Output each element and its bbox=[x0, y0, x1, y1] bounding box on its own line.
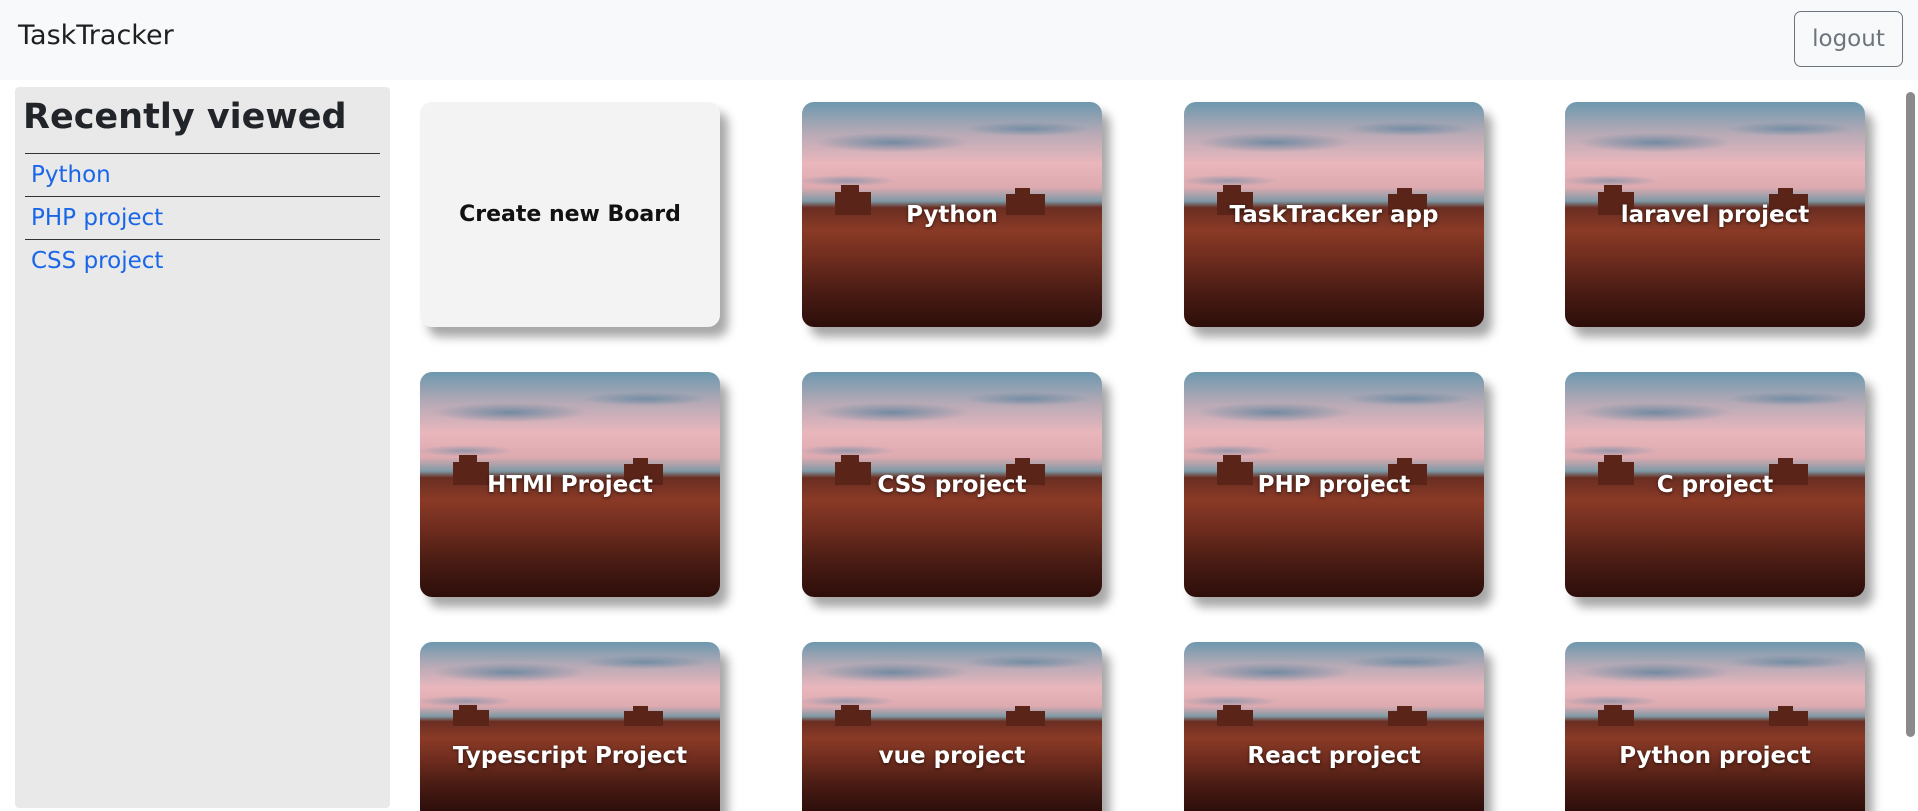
butte-shape bbox=[835, 709, 871, 727]
butte-shape bbox=[1015, 457, 1030, 467]
scrollbar-thumb[interactable] bbox=[1906, 92, 1915, 737]
board-card-typescript-project[interactable]: Typescript Project bbox=[420, 642, 720, 811]
butte-shape bbox=[1598, 709, 1634, 727]
butte-shape bbox=[1604, 455, 1622, 465]
butte-shape bbox=[453, 709, 489, 727]
butte-shape bbox=[1604, 704, 1622, 712]
butte-shape bbox=[1604, 185, 1622, 195]
board-card-tasktracker-app[interactable]: TaskTracker app bbox=[1184, 102, 1484, 327]
butte-shape bbox=[624, 711, 663, 727]
butte-shape bbox=[835, 462, 871, 485]
recent-item-python[interactable]: Python bbox=[25, 154, 380, 197]
butte-shape bbox=[459, 704, 477, 712]
board-card-laravel-project[interactable]: laravel project bbox=[1565, 102, 1865, 327]
butte-shape bbox=[841, 185, 859, 195]
butte-shape bbox=[835, 192, 871, 215]
board-card-python[interactable]: Python bbox=[802, 102, 1102, 327]
board-card-label: vue project bbox=[878, 742, 1026, 769]
app-title[interactable]: TaskTracker bbox=[18, 20, 174, 51]
board-card-react-project[interactable]: React project bbox=[1184, 642, 1484, 811]
butte-shape bbox=[624, 464, 663, 485]
butte-shape bbox=[1015, 187, 1030, 197]
recently-viewed-list: Python PHP project CSS project bbox=[25, 153, 380, 283]
board-card-label: Python project bbox=[1619, 742, 1811, 769]
butte-shape bbox=[1223, 704, 1241, 712]
butte-shape bbox=[1388, 194, 1427, 215]
board-card-label: CSS project bbox=[877, 471, 1027, 498]
board-card-label: C project bbox=[1656, 471, 1774, 498]
butte-shape bbox=[1388, 711, 1427, 727]
butte-shape bbox=[1223, 185, 1241, 195]
board-card-label: TaskTracker app bbox=[1229, 201, 1439, 228]
butte-shape bbox=[1006, 464, 1045, 485]
recent-item-php-project[interactable]: PHP project bbox=[25, 197, 380, 240]
butte-shape bbox=[1217, 192, 1253, 215]
create-board-label: Create new Board bbox=[459, 202, 681, 227]
butte-shape bbox=[841, 455, 859, 465]
butte-shape bbox=[1217, 709, 1253, 727]
butte-shape bbox=[1769, 194, 1808, 215]
butte-shape bbox=[1006, 194, 1045, 215]
butte-shape bbox=[1778, 706, 1793, 713]
butte-shape bbox=[1015, 706, 1030, 713]
board-card-html-project[interactable]: HTMl Project bbox=[420, 372, 720, 597]
board-card-label: React project bbox=[1247, 742, 1421, 769]
board-card-c-project[interactable]: C project bbox=[1565, 372, 1865, 597]
logout-button[interactable]: logout bbox=[1794, 11, 1903, 67]
board-card-label: laravel project bbox=[1620, 201, 1810, 228]
butte-shape bbox=[1397, 706, 1412, 713]
board-card-python-project[interactable]: Python project bbox=[1565, 642, 1865, 811]
butte-shape bbox=[1217, 462, 1253, 485]
butte-shape bbox=[1769, 711, 1808, 727]
butte-shape bbox=[1598, 192, 1634, 215]
butte-shape bbox=[1778, 457, 1793, 467]
butte-shape bbox=[1397, 457, 1412, 467]
board-card-label: PHP project bbox=[1257, 471, 1411, 498]
board-card-label: Typescript Project bbox=[452, 742, 688, 769]
board-card-css-project[interactable]: CSS project bbox=[802, 372, 1102, 597]
board-card-vue-project[interactable]: vue project bbox=[802, 642, 1102, 811]
board-card-label: Python bbox=[906, 201, 998, 228]
recently-viewed-title: Recently viewed bbox=[23, 97, 347, 137]
butte-shape bbox=[1397, 187, 1412, 197]
butte-shape bbox=[1223, 455, 1241, 465]
butte-shape bbox=[1769, 464, 1808, 485]
recently-viewed-sidebar: Recently viewed Python PHP project CSS p… bbox=[15, 87, 390, 808]
butte-shape bbox=[459, 455, 477, 465]
butte-shape bbox=[1778, 187, 1793, 197]
butte-shape bbox=[841, 704, 859, 712]
butte-shape bbox=[1598, 462, 1634, 485]
board-card-label: HTMl Project bbox=[487, 471, 653, 498]
butte-shape bbox=[633, 706, 648, 713]
board-card-php-project[interactable]: PHP project bbox=[1184, 372, 1484, 597]
butte-shape bbox=[1388, 464, 1427, 485]
navbar: TaskTracker logout bbox=[0, 0, 1918, 80]
butte-shape bbox=[633, 457, 648, 467]
butte-shape bbox=[453, 462, 489, 485]
butte-shape bbox=[1006, 711, 1045, 727]
recent-item-css-project[interactable]: CSS project bbox=[31, 248, 164, 274]
create-board-card[interactable]: Create new Board bbox=[420, 102, 720, 327]
